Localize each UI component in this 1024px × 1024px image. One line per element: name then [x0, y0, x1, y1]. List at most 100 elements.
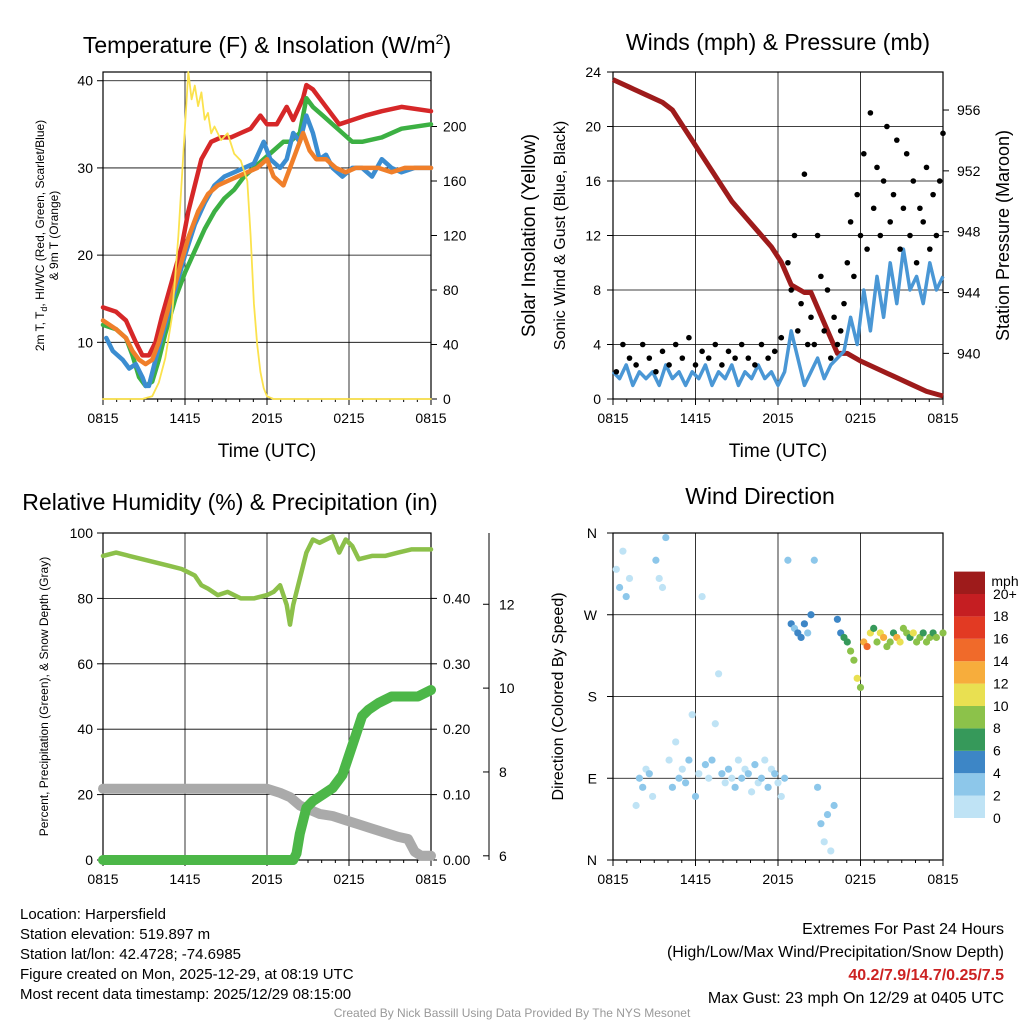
- temp-ytick-label-0: 10: [77, 334, 93, 350]
- winds-series-0: [611, 77, 944, 399]
- winds-gust-point-34: [811, 341, 818, 348]
- winds-gust-point-2: [626, 355, 633, 361]
- winds-gust-point-56: [884, 123, 890, 130]
- temp-xtick-label-4: 0815: [415, 410, 446, 426]
- winds-gust-point-17: [725, 348, 732, 355]
- winds-gust-point-69: [927, 246, 933, 252]
- direction-point-43: [757, 774, 766, 782]
- winds-gust-point-64: [910, 178, 917, 184]
- winds-gust-point-54: [877, 232, 884, 239]
- direction-point-35: [731, 783, 739, 791]
- direction-point-48: [774, 779, 782, 787]
- winds-gust-point-42: [837, 328, 844, 334]
- direction-point-30: [715, 670, 723, 678]
- direction-point-44: [761, 756, 769, 764]
- credit-line: Created By Nick Bassill Using Data Provi…: [333, 1006, 691, 1020]
- rh-y3tick-label-3: 12: [499, 596, 515, 612]
- rh-xtick-label-2: 2015: [251, 871, 282, 887]
- winds-gust-point-4: [639, 341, 646, 348]
- colorbar-swatch-0: [954, 795, 985, 818]
- direction-point-25: [698, 592, 706, 601]
- winds-y2tick-label-3: 952: [957, 163, 981, 179]
- winds-gust-point-24: [771, 348, 778, 355]
- direction-point-6: [635, 774, 644, 782]
- direction-point-0: [612, 565, 620, 573]
- winds-xtick-label-2: 2015: [762, 410, 793, 426]
- winds-gust-point-57: [887, 219, 893, 225]
- direction-point-24: [695, 770, 703, 778]
- station-latlon: Station lat/lon: 42.4728; -74.6985: [20, 946, 242, 963]
- direction-point-40: [748, 788, 756, 796]
- colorbar-label-0: 0: [993, 810, 1001, 826]
- direction-point-33: [724, 765, 733, 773]
- temp-series-3: [100, 130, 434, 367]
- colorbar-swatch-8: [954, 616, 985, 639]
- direction-point-77: [870, 624, 878, 632]
- rh-series-0: [100, 534, 434, 627]
- rh-ytick-label-4: 80: [77, 590, 93, 606]
- direction-point-57: [804, 629, 812, 637]
- direction-point-1: [616, 583, 624, 592]
- direction-point-72: [853, 674, 861, 682]
- direction-title: Wind Direction: [685, 483, 835, 509]
- temp-y2tick-label-0: 0: [443, 391, 451, 407]
- colorbar-swatch-2: [954, 750, 985, 774]
- direction-point-26: [701, 761, 710, 769]
- winds-y2tick-label-0: 940: [957, 345, 981, 361]
- winds-gust-point-47: [854, 191, 860, 198]
- winds-gust-point-25: [778, 334, 785, 341]
- winds-gust-point-18: [732, 355, 738, 361]
- rh-ylabel: Percent, Precipitation (Green), & Snow D…: [37, 557, 51, 836]
- temp-xtick-label-1: 1415: [169, 410, 200, 426]
- direction-point-11: [652, 556, 660, 564]
- direction-point-63: [823, 810, 832, 819]
- direction-point-15: [665, 756, 673, 764]
- rh-y2tick-label-1: 0.10: [443, 787, 470, 803]
- winds-gust-point-14: [705, 355, 712, 361]
- direction-point-16: [668, 783, 677, 791]
- winds-xtick-label-0: 0815: [597, 410, 628, 426]
- temp-xtick-label-0: 0815: [87, 410, 118, 426]
- temp-ytick-label-3: 40: [77, 73, 93, 89]
- direction-ylabel: Direction (Colored By Speed): [550, 592, 567, 800]
- direction-point-32: [721, 779, 729, 787]
- temp-series-4: [102, 71, 432, 400]
- temp-y2tick-label-3: 120: [443, 228, 467, 244]
- direction-ytick-label-4: N: [587, 525, 597, 541]
- winds-xtick-label-1: 1415: [680, 410, 711, 426]
- direction-point-39: [744, 770, 752, 778]
- direction-point-14: [662, 533, 670, 542]
- rh-y3tick-label-2: 10: [499, 680, 515, 696]
- direction-point-9: [645, 770, 653, 778]
- winds-xlabel: Time (UTC): [729, 441, 828, 462]
- direction-point-13: [658, 583, 667, 592]
- direction-point-92: [919, 629, 927, 637]
- direction-point-10: [649, 792, 657, 801]
- winds-gust-point-33: [808, 314, 814, 321]
- temp-xlabel: Time (UTC): [218, 441, 317, 462]
- direction-point-12: [655, 574, 663, 583]
- temp-ylabel: 2m T, Td, HI/WC (Red, Green, Scarlet/Blu…: [33, 120, 49, 351]
- winds-gust-point-15: [712, 341, 719, 348]
- recent-timestamp: Most recent data timestamp: 2025/12/29 0…: [20, 986, 352, 1003]
- colorbar-label-7: 14: [993, 653, 1009, 669]
- direction-point-61: [817, 820, 825, 828]
- winds-xtick-label-3: 0215: [845, 410, 876, 426]
- colorbar-label-9: 18: [993, 608, 1009, 624]
- rh-ytick-label-2: 40: [77, 721, 93, 737]
- rh-y2tick-label-3: 0.30: [443, 656, 470, 672]
- winds-gust-point-29: [795, 328, 801, 334]
- winds-y2tick-label-4: 956: [957, 102, 981, 118]
- winds-gust-point-62: [903, 150, 910, 157]
- colorbar-label-6: 12: [993, 675, 1009, 691]
- winds-gust-point-13: [699, 348, 705, 355]
- direction-point-5: [632, 801, 640, 810]
- direction-xtick-label-2: 2015: [762, 871, 793, 887]
- temp-ylabel-line2: & 9m T (Orange): [47, 191, 61, 281]
- rh-ytick-label-1: 20: [77, 787, 93, 803]
- direction-point-3: [622, 592, 630, 601]
- direction-point-82: [886, 638, 894, 646]
- extremes-subtitle: (High/Low/Max Wind/Precipitation/Snow De…: [666, 944, 1004, 961]
- winds-gust-point-45: [847, 219, 854, 225]
- direction-point-59: [810, 556, 818, 564]
